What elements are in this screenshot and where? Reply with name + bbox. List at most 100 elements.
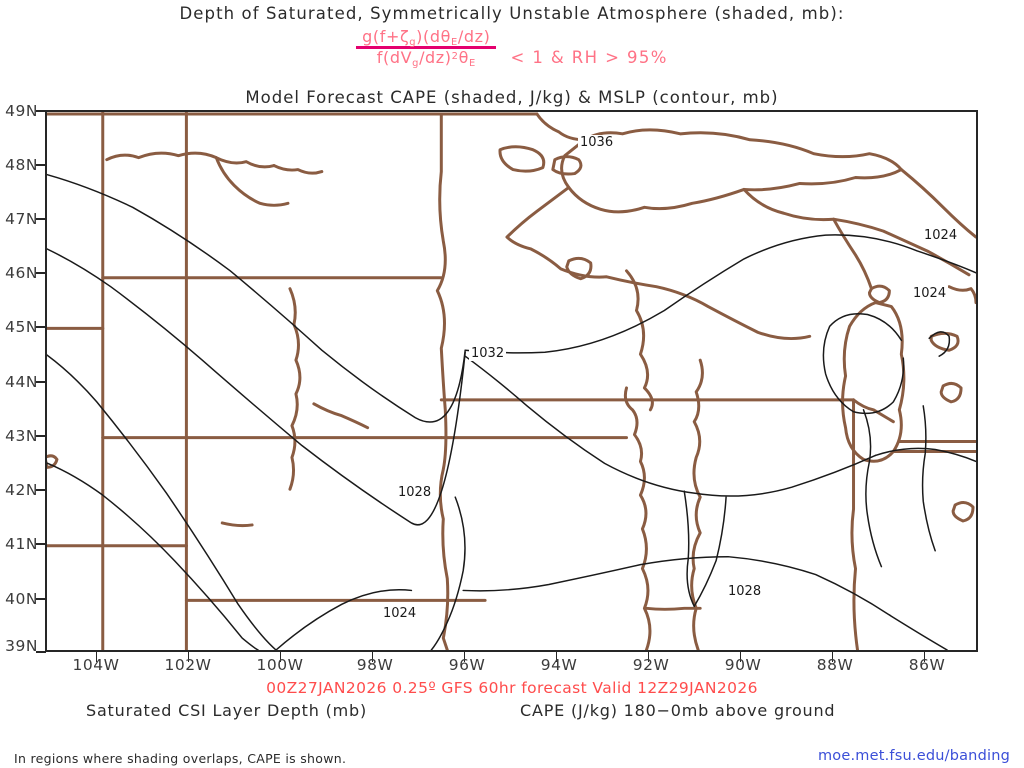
ytick-label-43n: 43N (5, 427, 38, 445)
numerator-theta: θ (440, 27, 452, 46)
footer-note: In regions where shading overlaps, CAPE … (14, 751, 347, 766)
denominator-theta-sub: E (468, 57, 476, 69)
ytick-42n (36, 489, 46, 491)
xtick-label-94w: 94W (540, 656, 578, 674)
map-plot-area: 1036 1032 1028 1028 1024 1024 1024 (45, 110, 978, 652)
numerator-mid: )(d (416, 27, 441, 46)
source-link[interactable]: moe.met.fsu.edu/banding (817, 748, 1010, 764)
nd-lake-feature (105, 151, 276, 169)
ytick-label-41n: 41N (5, 535, 38, 553)
lake-small-mi2 (939, 381, 963, 404)
ytick-label-47n: 47N (5, 210, 38, 228)
ytick-label-49n: 49N (5, 102, 38, 120)
isobar-1024-bottom (462, 555, 948, 650)
lake-michigan (841, 301, 906, 463)
niobrara-river (312, 402, 370, 430)
xtick-88w (832, 652, 833, 662)
michigan-up-shore (899, 168, 976, 239)
isobar-1028-low-left (683, 490, 695, 608)
border-mn-canada (535, 112, 587, 142)
xtick-label-100w: 100W (256, 656, 304, 674)
nd-lake-east (272, 164, 324, 175)
page-subtitle: Model Forecast CAPE (shaded, J/kg) & MSL… (245, 88, 779, 107)
numerator-theta-sub: E (451, 36, 458, 48)
page-title: Depth of Saturated, Symmetrically Unstab… (179, 4, 845, 23)
isobar-mid-right (464, 355, 877, 497)
xtick-label-86w: 86W (908, 656, 946, 674)
mississippi-river (690, 358, 704, 650)
numerator-post: /dz) (457, 27, 491, 46)
platte-river-segment (220, 521, 254, 528)
ytick-label-48n: 48N (5, 156, 38, 174)
xtick-label-104w: 104W (72, 656, 120, 674)
csi-formula: g(f+ζg)(dθE/dz) f(dVg/dz)2θE < 1 & RH > … (0, 27, 1024, 69)
lake-of-the-woods (498, 145, 546, 173)
isobar-1036-right (464, 234, 976, 354)
numerator-pre: g(f+ (362, 27, 400, 46)
border-il-in (850, 400, 860, 650)
xtick-98w (372, 652, 373, 662)
denominator-sup: 2 (451, 50, 459, 62)
denominator-mid: /dz) (419, 48, 452, 67)
xtick-label-96w: 96W (448, 656, 486, 674)
xtick-label-90w: 90W (724, 656, 762, 674)
saginaw-bay (947, 285, 976, 305)
isobar-1024-lower-right (921, 405, 936, 552)
red-lake (565, 256, 593, 281)
isobar-1024b-lower (862, 409, 883, 568)
xtick-100w (280, 652, 281, 662)
formula-condition: < 1 & RH > 95% (510, 48, 668, 67)
xtick-104w (96, 652, 97, 662)
isobar-1024-bottom-left (275, 589, 413, 650)
ytick-47n (36, 218, 46, 220)
ytick-label-44n: 44N (5, 373, 38, 391)
ytick-41n (36, 543, 46, 545)
isobar-1028-trough (430, 496, 466, 650)
ytick-44n (36, 381, 46, 383)
numerator-zeta: ζ (399, 27, 410, 46)
caption-cape: CAPE (J/kg) 180−0mb above ground (520, 701, 836, 720)
denominator-v-sub: g (412, 57, 420, 69)
isobar-1024-lower-left (47, 462, 259, 650)
formula-numerator: g(f+ζg)(dθE/dz) (356, 27, 496, 48)
james-river (288, 287, 302, 491)
ytick-39n (36, 651, 46, 653)
state-borders (47, 112, 976, 650)
ytick-43n (36, 435, 46, 437)
lake-small-in (951, 501, 975, 523)
formula-fraction: g(f+ζg)(dθE/dz) f(dVg/dz)2θE (356, 27, 497, 69)
border-wi-il-lake (852, 398, 895, 424)
xtick-90w (740, 652, 741, 662)
xtick-label-98w: 98W (356, 656, 394, 674)
denominator-pre: f(dV (376, 48, 413, 67)
ytick-label-46n: 46N (5, 264, 38, 282)
isobar-mid-right-tail (874, 447, 976, 463)
ytick-label-40n: 40N (5, 590, 38, 608)
ytick-46n (36, 272, 46, 274)
small-lake-north (551, 155, 583, 176)
isobar-1036-upper (47, 173, 466, 423)
ytick-48n (36, 164, 46, 166)
ytick-label-42n: 42N (5, 481, 38, 499)
nd-river-feature (214, 156, 290, 207)
mslp-contours (47, 173, 976, 650)
numerator-zeta-sub: g (409, 36, 417, 48)
xtick-86w (924, 652, 925, 662)
xtick-102w (188, 652, 189, 662)
michigan-up-south (742, 187, 971, 277)
xtick-96w (464, 652, 465, 662)
xtick-92w (648, 652, 649, 662)
xtick-label-92w: 92W (632, 656, 670, 674)
ytick-40n (36, 598, 46, 600)
border-mn-wi (505, 235, 812, 341)
isobar-1032-left (47, 248, 466, 526)
lake-superior-bay (505, 185, 571, 239)
caption-csi-depth: Saturated CSI Layer Depth (mb) (86, 701, 367, 720)
ytick-label-45n: 45N (5, 318, 38, 336)
isobar-1028-low-right (693, 496, 727, 608)
border-mo-ia (644, 606, 702, 611)
xtick-label-88w: 88W (816, 656, 854, 674)
green-bay (832, 217, 873, 291)
lake-winnebago (867, 284, 891, 305)
